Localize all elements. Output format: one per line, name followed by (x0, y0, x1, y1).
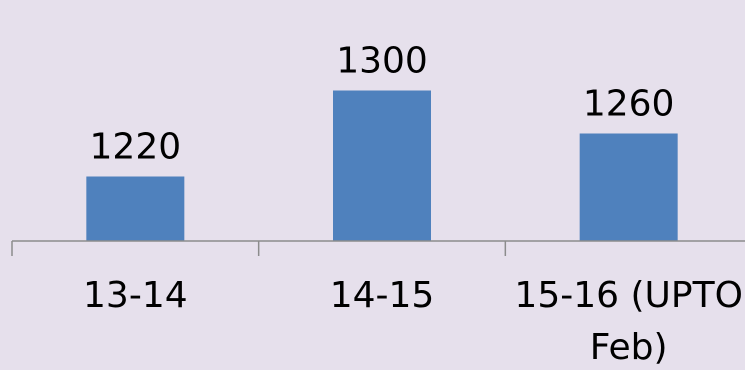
x-axis-tick-label: 13-14 (83, 275, 188, 316)
bar (333, 91, 431, 242)
x-axis-ticks-group (12, 241, 505, 256)
x-axis-tick-label-line: 15-16 (UPTO (514, 275, 742, 316)
bar-value-label: 1220 (90, 127, 182, 168)
x-axis-labels-group: 13-14 14-15 15-16 (UPTO Feb) (83, 275, 743, 368)
x-axis-tick-label: 15-16 (UPTO Feb) (514, 275, 742, 368)
bar (580, 134, 678, 242)
x-axis-tick-label-line: Feb) (590, 327, 668, 368)
bar-value-label: 1260 (583, 84, 675, 125)
x-axis-tick-label-line: 14-15 (330, 275, 435, 316)
x-axis-tick-label: 14-15 (330, 275, 435, 316)
bar (86, 177, 184, 242)
bar-value-label: 1300 (336, 41, 428, 82)
x-axis-tick-label-line: 13-14 (83, 275, 188, 316)
